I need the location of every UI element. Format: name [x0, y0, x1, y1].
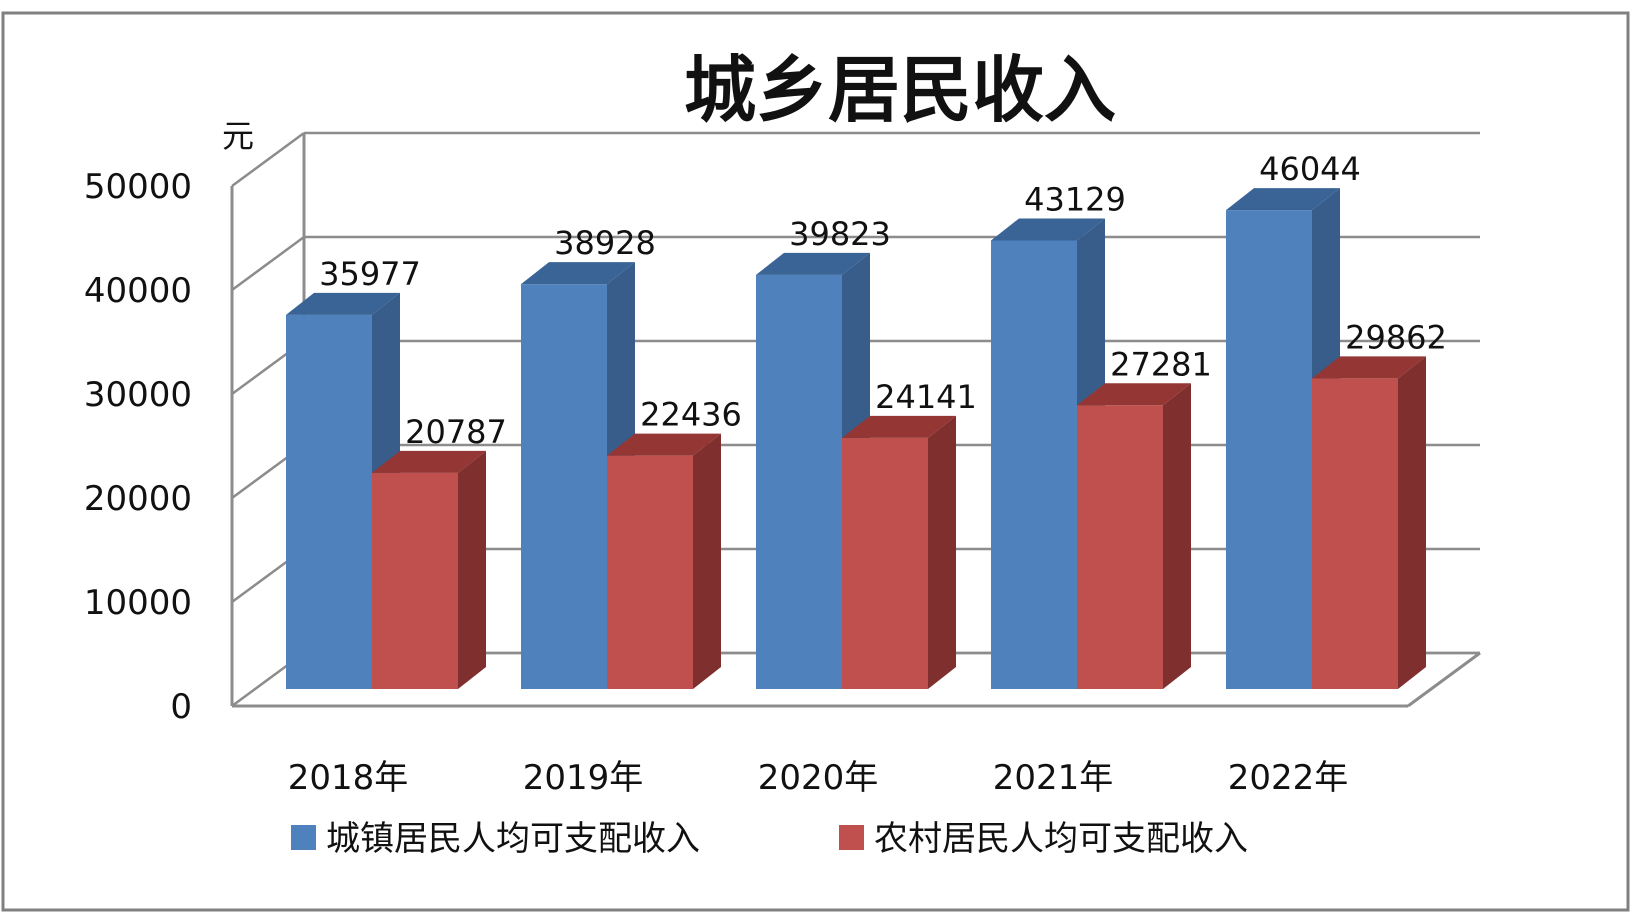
- data-labels: 35977 20787 38928 22436 39823 24141 43129 27281…: [319, 150, 1447, 451]
- data-label: 39823: [789, 215, 891, 253]
- y-tick-label: 40000: [84, 271, 192, 311]
- bar-front-2019年-1: [607, 455, 693, 689]
- bar-top-2022年-1: [1312, 356, 1426, 379]
- bar-top-2020年-1: [842, 415, 956, 438]
- legend-swatch: [291, 825, 316, 850]
- data-label: 43129: [1024, 180, 1126, 218]
- bar-side-2018年-1: [458, 450, 486, 689]
- y-tick-label: 0: [170, 687, 192, 727]
- chart-title: 城乡居民收入: [684, 48, 1116, 132]
- data-label: 24141: [875, 378, 977, 416]
- bar-front-2021年-1: [1077, 405, 1163, 689]
- bar-top-2021年-0: [991, 218, 1105, 241]
- bar-side-2019年-1: [693, 433, 721, 689]
- floor-right-edge: [1407, 651, 1481, 708]
- data-label: 20787: [405, 413, 507, 451]
- x-tick-label: 2021年: [993, 758, 1114, 798]
- y-axis-unit-label: 元: [222, 117, 254, 155]
- bar-front-2018年-0: [286, 314, 372, 689]
- bar-front-2020年-0: [756, 274, 842, 689]
- data-label: 22436: [640, 396, 742, 434]
- y-tick-label: 30000: [84, 375, 192, 415]
- bar-front-2021年-0: [991, 240, 1077, 689]
- bar-top-2018年-1: [372, 450, 486, 473]
- bar-front-2020年-1: [842, 437, 928, 689]
- tick-labels: 0 10000 20000 30000 40000 50000 2018年 2019年 2020…: [84, 167, 1348, 798]
- legend-label: 农村居民人均可支配收入: [874, 819, 1248, 859]
- bar-top-2019年-1: [607, 433, 721, 456]
- bar-front-2019年-0: [521, 284, 607, 689]
- x-tick-label: 2019年: [523, 758, 644, 798]
- data-label: 27281: [1110, 345, 1212, 383]
- x-tick-label: 2018年: [288, 758, 409, 798]
- x-tick-label: 2022年: [1228, 758, 1349, 798]
- bars: [286, 188, 1426, 689]
- bar-side-2020年-1: [928, 415, 956, 689]
- bar-top-2021年-1: [1077, 383, 1191, 406]
- bar-side-2021年-1: [1163, 383, 1191, 689]
- bar-front-2022年-1: [1312, 378, 1398, 689]
- y-tick-label: 50000: [84, 167, 192, 207]
- bar-top-2019年-0: [521, 262, 635, 285]
- bar-front-2018年-1: [372, 472, 458, 689]
- bar-top-2022年-0: [1226, 188, 1340, 211]
- data-label: 35977: [319, 255, 421, 293]
- data-label: 29862: [1345, 318, 1447, 356]
- bar-side-2022年-1: [1398, 356, 1426, 689]
- data-label: 38928: [554, 224, 656, 262]
- bar-front-2022年-0: [1226, 210, 1312, 689]
- gridline-side-40000: [231, 235, 305, 292]
- legend-swatch: [839, 825, 864, 850]
- data-label: 46044: [1259, 150, 1361, 188]
- y-tick-label: 20000: [84, 479, 192, 519]
- bar-top-2018年-0: [286, 292, 400, 315]
- legend: 城镇居民人均可支配收入 农村居民人均可支配收入: [291, 819, 1248, 859]
- gridline-side-50000: [231, 131, 305, 188]
- x-tick-label: 2020年: [758, 758, 879, 798]
- bar-top-2020年-0: [756, 252, 870, 275]
- legend-label: 城镇居民人均可支配收入: [326, 819, 700, 859]
- y-tick-label: 10000: [84, 583, 192, 623]
